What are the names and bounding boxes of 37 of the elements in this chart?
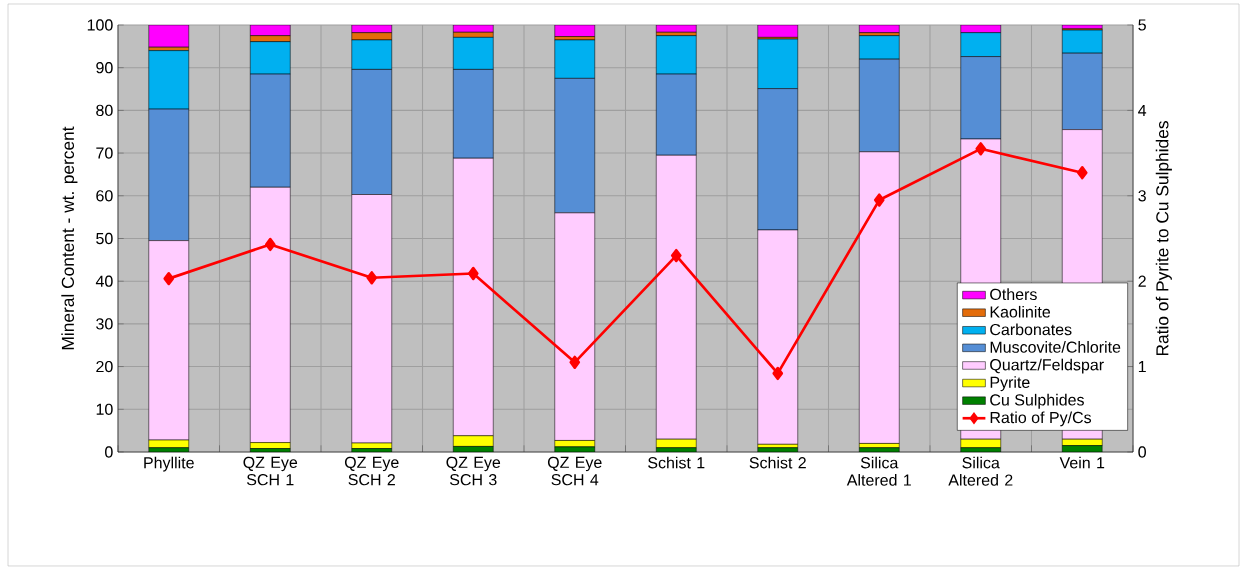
legend-label: Cu Sulphides [990, 393, 1084, 409]
x-tick-label: Schist 2 [749, 456, 806, 469]
y-tick-label: 60 [96, 190, 113, 202]
x-tick-label: Phyllite [144, 456, 194, 472]
y-tick-label: 40 [95, 275, 113, 287]
x-tick-label: QZ Eye SCH 2 [344, 456, 399, 486]
y2-tick-label: 0 [1138, 446, 1146, 458]
y-tick-label: 70 [96, 147, 113, 159]
y-tick-label: 0 [105, 446, 113, 458]
y2-tick-label: 2 [1138, 275, 1146, 287]
legend-label: Pyrite [990, 376, 1030, 392]
x-tick-label: QZ Eye SCH 3 [446, 456, 501, 486]
legend-label: Kaolinite [990, 305, 1051, 318]
y-tick-label: 10 [96, 403, 113, 415]
y-tick-label: 90 [96, 62, 113, 74]
legend-label: Quartz/Feldspar [990, 358, 1104, 374]
x-tick-label: Silica Altered 1 [846, 456, 911, 486]
y-tick-label: 100 [87, 19, 113, 31]
y2-tick-label: 3 [1138, 190, 1146, 202]
y2-tick-label: 1 [1138, 361, 1146, 373]
y2-tick-label: 5 [1138, 19, 1146, 31]
legend-label: Carbonates [990, 323, 1072, 336]
y-tick-label: 80 [96, 104, 113, 117]
x-tick-label: Silica Altered 2 [948, 456, 1013, 486]
legend-label: Ratio of Py/Cs [990, 411, 1092, 427]
y-tick-label: 30 [96, 318, 113, 330]
y-axis-title: Mineral Content - wt. percent [61, 126, 78, 350]
legend-label: Muscovite/Chlorite [990, 341, 1121, 353]
x-tick-label: QZ Eye SCH 1 [243, 456, 298, 486]
x-tick-label: Schist 1 [648, 456, 705, 469]
y2-axis-title: Ratio of Pyrite to Cu Sulphides [1155, 121, 1172, 356]
x-tick-label: Vein 1 [1059, 456, 1105, 469]
y2-tick-label: 4 [1138, 104, 1147, 116]
y-tick-label: 50 [96, 232, 113, 245]
legend-label: Others [990, 288, 1037, 301]
y-tick-label: 20 [96, 360, 113, 373]
x-tick-label: QZ Eye SCH 4 [547, 456, 602, 486]
